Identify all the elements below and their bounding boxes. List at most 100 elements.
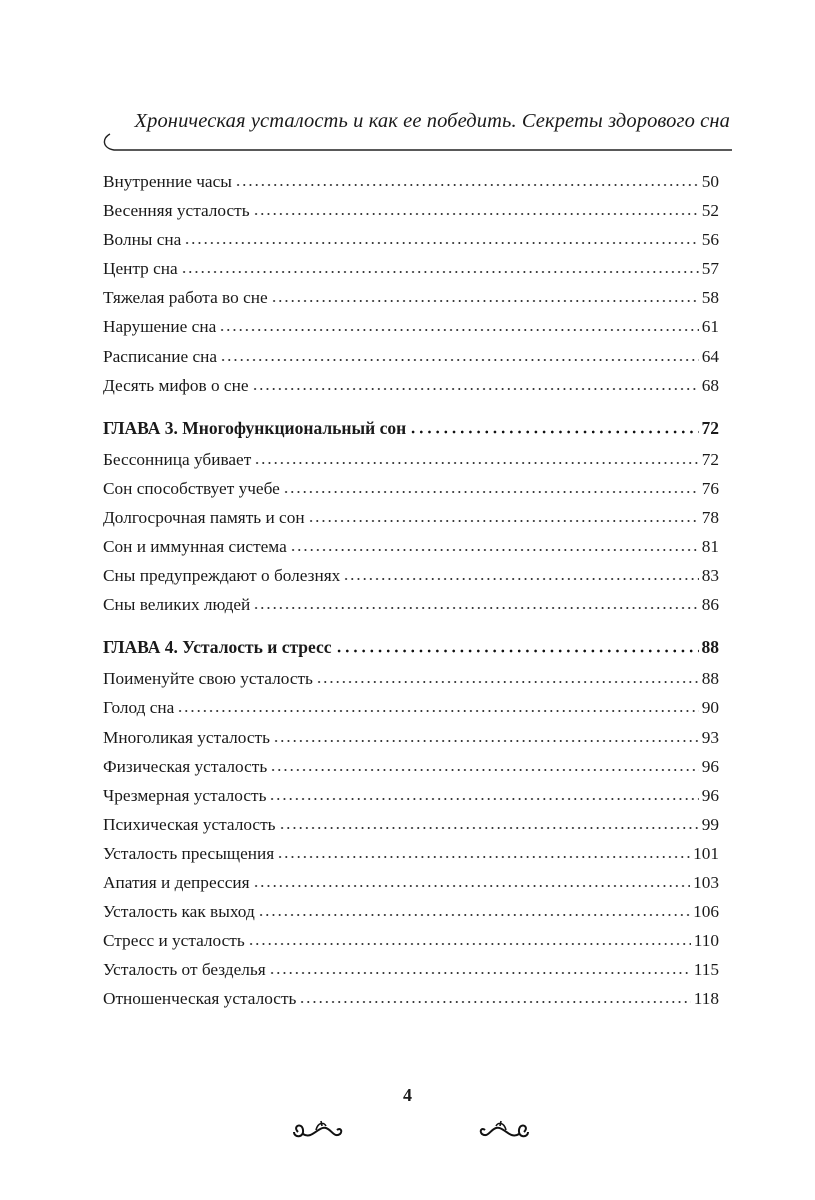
toc-entry-page: 52 [701,201,719,221]
toc-entry-title: Волны сна [103,230,182,250]
toc-entry-title: Долгосрочная память и сон [103,507,305,527]
toc-entry-page: 99 [701,814,719,834]
toc-entry-title: Сон способствует учебе [103,478,280,498]
toc-entry-page: 103 [693,872,719,892]
dot-leader [234,177,699,187]
toc-entry-title: Бессонница убивает [103,449,252,469]
toc-entry-title: ГЛАВА 3. Многофункциональный сон [103,417,407,438]
toc-entry-title: Усталость пресыщения [103,843,275,863]
toc-entry: Бессонница убивает 72 [103,450,719,479]
dot-leader [184,235,699,246]
toc-entry-page: 88 [701,637,720,658]
toc-entry-page: 61 [701,317,719,337]
toc-entry-page: 96 [701,756,719,776]
toc-entry-title: Усталость от безделья [103,960,266,980]
toc-entry-title: Десять мифов о сне [103,375,249,395]
toc-entry-page: 50 [701,172,719,191]
toc-entry-title: Голод сна [103,698,175,718]
toc-entry-page: 83 [701,566,719,586]
toc-entry-page: 58 [701,288,719,308]
toc-entry-page: 64 [701,346,719,366]
toc-entry-title: Внутренние часы [103,172,232,191]
toc-entry-title: Расписание сна [103,346,218,366]
toc-entry: Чрезмерная усталость 96 [103,786,719,815]
toc-entry: Апатия и депрессия 103 [103,873,719,902]
toc-entry-page: 56 [701,230,719,250]
toc-entry: Волны сна 56 [103,230,719,259]
toc-entry-title: Сны предупреждают о болезнях [103,566,341,586]
toc-entry-title: ГЛАВА 4. Усталость и стресс [103,637,332,658]
toc-entry: Тяжелая работа во сне 58 [103,288,719,317]
toc-entry: Поименуйте свою усталость 88 [103,669,719,698]
toc-entry-title: Многоликая усталость [103,727,270,747]
dot-leader [252,206,699,217]
toc-entry-page: 78 [701,507,719,527]
toc-entry-title: Стресс и усталость [103,931,245,951]
dot-leader [277,848,691,859]
toc-entry-title: Апатия и депрессия [103,872,250,892]
dot-leader [272,732,699,743]
page-number: 4 [403,1085,412,1105]
dot-leader [177,703,699,714]
dot-leader [251,380,699,391]
dot-leader [282,483,699,494]
toc-entry: Усталость как выход 106 [103,902,719,931]
toc-entry-page: 76 [701,478,719,498]
toc-entry: Сон и иммунная система 81 [103,537,719,566]
toc-entry-title: Центр сна [103,259,178,279]
dot-leader [253,600,699,611]
toc-entry-page: 90 [701,698,719,718]
dot-leader [247,936,691,947]
toc-entry-page: 96 [701,785,719,805]
flourish-ornament-icon [479,1120,529,1138]
toc-entry-title: Сны великих людей [103,595,251,615]
toc-entry-page: 88 [701,669,719,689]
toc-entry: Сон способствует учебе 76 [103,479,719,508]
running-title: Хроническая усталость и как ее победить.… [134,110,730,132]
dot-leader [334,643,699,654]
dot-leader [219,322,699,333]
dot-leader [315,674,699,685]
toc-entry-page: 118 [693,989,719,1009]
toc-entry: Десять мифов о сне 68 [103,376,719,405]
dot-leader [270,761,699,772]
toc-entry: Внутренние часы 50 [103,172,719,201]
toc-entry-title: Сон и иммунная система [103,537,287,557]
toc-entry-page: 86 [701,595,719,615]
toc-chapter-entry: ГЛАВА 3. Многофункциональный сон 72 [103,418,719,450]
toc-entry: Нарушение сна 61 [103,317,719,346]
toc-entry-title: Усталость как выход [103,902,255,922]
toc-entry: Весенняя усталость 52 [103,201,719,230]
dot-leader [307,512,699,523]
toc-entry: Центр сна 57 [103,259,719,288]
toc-entry-title: Физическая усталость [103,756,268,776]
dot-leader [270,293,699,304]
dot-leader [289,542,699,553]
toc-entry: Сны великих людей 86 [103,595,719,624]
toc-entry-page: 115 [693,960,719,980]
toc-chapter-entry: ГЛАВА 4. Усталость и стресс 88 [103,637,719,669]
toc-entry-page: 72 [701,449,719,469]
dot-leader [343,571,699,582]
dot-leader [409,423,699,434]
toc-entry-title: Отношенческая усталость [103,989,297,1009]
dot-leader [220,351,699,362]
toc-entry-page: 93 [701,727,719,747]
toc-entry-page: 72 [701,417,720,438]
toc-entry-page: 68 [701,375,719,395]
dot-leader [278,819,699,830]
toc-entry: Психическая усталость 99 [103,815,719,844]
table-of-contents: Внутренние часы 50 Весенняя усталость 52 Вол… [103,172,719,1018]
toc-entry: Голод сна 90 [103,698,719,727]
toc-entry-title: Тяжелая работа во сне [103,288,268,308]
dot-leader [254,454,699,465]
dot-leader [268,965,691,976]
dot-leader [252,877,691,888]
toc-entry: Многоликая усталость 93 [103,728,719,757]
toc-entry: Усталость от безделья 115 [103,960,719,989]
dot-leader [180,264,699,275]
toc-entry: Физическая усталость 96 [103,757,719,786]
toc-entry-page: 57 [701,259,719,279]
toc-entry: Расписание сна 64 [103,347,719,376]
dot-leader [269,790,699,801]
